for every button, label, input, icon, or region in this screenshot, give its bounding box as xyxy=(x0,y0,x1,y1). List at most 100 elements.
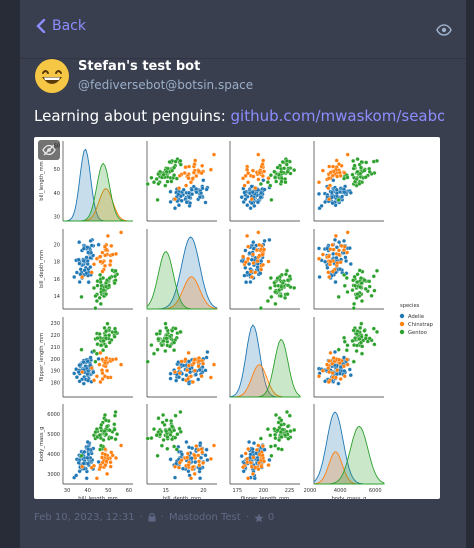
point-chinstrap xyxy=(345,230,350,235)
point-chinstrap xyxy=(176,186,182,191)
eye-icon[interactable] xyxy=(436,21,452,40)
point-chinstrap xyxy=(119,362,124,367)
avatar[interactable] xyxy=(34,58,70,94)
point-adelie xyxy=(77,379,82,384)
point-chinstrap xyxy=(327,164,332,169)
point-gentoo xyxy=(351,328,356,333)
point-chinstrap xyxy=(266,259,271,264)
point-gentoo xyxy=(161,172,166,177)
point-adelie xyxy=(85,439,90,445)
point-gentoo xyxy=(275,428,280,433)
point-gentoo xyxy=(288,429,293,434)
point-gentoo xyxy=(273,412,279,418)
x-tick-label: 50 xyxy=(105,488,111,494)
back-button[interactable]: Back xyxy=(36,18,86,34)
point-adelie xyxy=(184,439,189,445)
point-adelie xyxy=(198,191,204,196)
status-link[interactable]: github.com/mwaskom/seaborn-dat… xyxy=(230,107,444,125)
point-adelie xyxy=(203,368,208,373)
point-adelie xyxy=(74,375,79,380)
point-chinstrap xyxy=(185,451,190,456)
point-chinstrap xyxy=(259,267,264,272)
point-gentoo xyxy=(345,175,350,180)
point-chinstrap xyxy=(341,364,346,369)
point-chinstrap xyxy=(250,168,256,173)
point-chinstrap xyxy=(172,370,178,375)
y-tick-label: 5000 xyxy=(47,432,60,438)
point-gentoo xyxy=(353,283,358,288)
hide-media-button[interactable] xyxy=(38,140,60,160)
point-adelie xyxy=(347,367,352,372)
point-chinstrap xyxy=(326,186,331,191)
point-gentoo xyxy=(362,168,367,173)
point-chinstrap xyxy=(245,167,250,172)
point-chinstrap xyxy=(192,357,197,362)
point-gentoo xyxy=(292,168,297,173)
point-chinstrap xyxy=(316,256,322,261)
point-gentoo xyxy=(372,342,377,347)
point-adelie xyxy=(250,190,255,195)
point-gentoo xyxy=(355,280,360,285)
y-tick-label: 4000 xyxy=(47,452,60,458)
point-gentoo xyxy=(344,348,349,353)
point-adelie xyxy=(341,355,347,360)
point-adelie xyxy=(186,469,191,474)
point-gentoo xyxy=(103,284,109,289)
point-gentoo xyxy=(351,158,356,163)
point-gentoo xyxy=(107,333,112,338)
star-icon[interactable] xyxy=(254,513,264,523)
display-name[interactable]: Stefan's test bot xyxy=(78,59,201,74)
status-text: Learning about penguins: xyxy=(34,107,231,125)
point-chinstrap xyxy=(102,244,107,249)
point-gentoo xyxy=(161,338,166,343)
point-chinstrap xyxy=(241,254,246,259)
point-gentoo xyxy=(101,437,106,443)
application-name[interactable]: Mastodon Test xyxy=(168,512,241,523)
point-chinstrap xyxy=(338,260,343,265)
point-chinstrap xyxy=(342,374,347,379)
separator: · xyxy=(139,512,143,523)
point-gentoo xyxy=(350,172,355,177)
point-chinstrap xyxy=(255,259,260,264)
point-adelie xyxy=(262,238,267,243)
point-chinstrap xyxy=(194,444,199,449)
point-chinstrap xyxy=(110,357,115,362)
point-adelie xyxy=(242,190,247,195)
point-chinstrap xyxy=(91,378,97,383)
point-gentoo xyxy=(112,334,117,339)
point-gentoo xyxy=(163,321,168,326)
point-gentoo xyxy=(350,288,355,293)
status-meta: Feb 10, 2023, 12:31 · · Mastodon Test · … xyxy=(34,512,274,523)
point-gentoo xyxy=(369,293,374,298)
media-attachment[interactable]: 30 40 50 60 bill_length_mm 14 16 18 20 bill_depth… xyxy=(34,137,440,499)
point-gentoo xyxy=(95,283,100,288)
point-chinstrap xyxy=(199,446,204,452)
point-chinstrap xyxy=(331,355,336,361)
legend-entry: Chinstrap xyxy=(408,322,434,328)
point-chinstrap xyxy=(109,243,114,248)
account-handle[interactable]: @fediversebot@botsin.space xyxy=(78,78,254,92)
point-chinstrap xyxy=(91,262,97,267)
point-adelie xyxy=(85,378,91,383)
point-adelie xyxy=(247,439,252,445)
y-axis-label: bill_length_mm xyxy=(39,161,45,200)
x-axis-label: bill_depth_mm xyxy=(163,496,201,499)
point-gentoo xyxy=(275,276,280,281)
point-chinstrap xyxy=(100,250,105,255)
point-chinstrap xyxy=(246,256,251,261)
point-chinstrap xyxy=(249,274,254,280)
legend-marker xyxy=(399,321,405,327)
status-author[interactable]: Stefan's test bot @fediversebot@botsin.s… xyxy=(32,58,452,104)
point-gentoo xyxy=(170,168,175,173)
point-adelie xyxy=(340,194,345,199)
timestamp[interactable]: Feb 10, 2023, 12:31 xyxy=(34,512,135,523)
point-gentoo xyxy=(283,176,288,182)
point-gentoo xyxy=(269,294,274,299)
y-tick-label: 210 xyxy=(50,345,60,351)
point-gentoo xyxy=(151,427,157,432)
point-chinstrap xyxy=(243,173,248,178)
point-gentoo xyxy=(97,433,102,438)
point-gentoo xyxy=(174,447,179,452)
point-gentoo xyxy=(79,294,84,299)
point-adelie xyxy=(188,201,193,206)
